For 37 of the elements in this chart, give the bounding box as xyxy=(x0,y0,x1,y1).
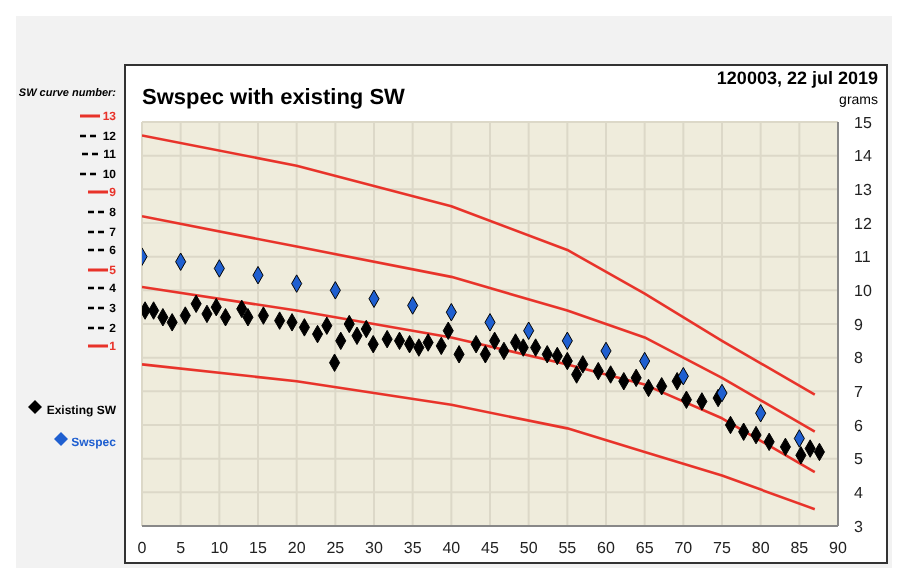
y-tick-label: 3 xyxy=(854,517,864,536)
y-tick-label: 5 xyxy=(854,450,864,469)
y-tick-label: 10 xyxy=(854,282,873,301)
chart-subtitle: 120003, 22 jul 2019 xyxy=(716,68,878,88)
x-tick-label: 65 xyxy=(635,539,655,558)
x-tick-label: 25 xyxy=(326,539,346,558)
x-tick-label: 0 xyxy=(137,539,148,558)
x-tick-label: 70 xyxy=(674,539,694,558)
x-tick-label: 10 xyxy=(210,539,230,558)
y-tick-label: 9 xyxy=(854,315,864,334)
y-tick-label: 15 xyxy=(854,113,873,132)
x-tick-label: 35 xyxy=(403,539,423,558)
x-tick-label: 40 xyxy=(442,539,462,558)
x-tick-label: 50 xyxy=(519,539,539,558)
x-tick-label: 75 xyxy=(713,539,732,558)
x-tick-label: 5 xyxy=(176,539,187,558)
y-tick-label: 4 xyxy=(854,484,864,503)
chart-title: Swspec with existing SW xyxy=(142,86,405,110)
x-tick-label: 60 xyxy=(597,539,616,558)
x-tick-label: 80 xyxy=(751,539,771,558)
x-tick-label: 30 xyxy=(365,539,384,558)
x-tick-label: 15 xyxy=(249,539,268,558)
y-tick-label: 6 xyxy=(854,416,864,435)
y-tick-label: 14 xyxy=(854,147,873,166)
line-series xyxy=(142,214,817,434)
line-series xyxy=(142,363,817,511)
x-tick-label: 90 xyxy=(829,539,848,558)
x-tick-label: 20 xyxy=(287,539,307,558)
y-tick-label: 8 xyxy=(854,349,864,368)
y-tick-label: 7 xyxy=(854,383,864,402)
y-tick-label: 12 xyxy=(854,214,873,233)
line-series xyxy=(142,134,817,396)
x-tick-label: 55 xyxy=(558,539,578,558)
x-tick-label: 85 xyxy=(790,539,810,558)
x-tick-label: 45 xyxy=(481,539,500,558)
y-tick-label: 13 xyxy=(854,181,873,200)
y-tick-label: 11 xyxy=(854,248,872,267)
